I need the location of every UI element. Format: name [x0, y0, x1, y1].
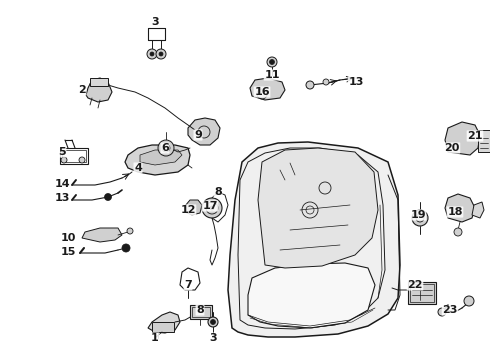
- Polygon shape: [140, 150, 182, 165]
- Circle shape: [306, 81, 314, 89]
- Circle shape: [211, 320, 216, 324]
- Polygon shape: [445, 194, 475, 222]
- Text: 16: 16: [254, 87, 270, 97]
- Text: 5: 5: [58, 147, 66, 157]
- FancyBboxPatch shape: [408, 282, 436, 304]
- Circle shape: [159, 52, 163, 56]
- Circle shape: [267, 57, 277, 67]
- Polygon shape: [250, 78, 285, 100]
- Text: 3: 3: [209, 333, 217, 343]
- Circle shape: [270, 59, 274, 64]
- Circle shape: [454, 228, 462, 236]
- Text: 20: 20: [444, 143, 460, 153]
- Text: 15: 15: [60, 247, 75, 257]
- Text: 4: 4: [134, 163, 142, 173]
- Text: 7: 7: [184, 280, 192, 290]
- Text: 14: 14: [54, 179, 70, 189]
- Circle shape: [210, 206, 214, 210]
- Text: 6: 6: [161, 143, 169, 153]
- Text: 8: 8: [214, 187, 222, 197]
- Circle shape: [464, 296, 474, 306]
- Polygon shape: [445, 122, 480, 155]
- FancyBboxPatch shape: [478, 130, 490, 152]
- Text: 18: 18: [447, 207, 463, 217]
- Text: 2: 2: [78, 85, 86, 95]
- Text: 10: 10: [60, 233, 75, 243]
- Text: 17: 17: [202, 201, 218, 211]
- Text: 19: 19: [410, 210, 426, 220]
- Polygon shape: [228, 142, 400, 337]
- Circle shape: [122, 244, 130, 252]
- FancyBboxPatch shape: [152, 322, 174, 332]
- Circle shape: [104, 194, 112, 201]
- Circle shape: [412, 210, 428, 226]
- Circle shape: [158, 140, 174, 156]
- Text: 13: 13: [54, 193, 70, 203]
- Text: 11: 11: [264, 70, 280, 80]
- FancyBboxPatch shape: [190, 305, 212, 319]
- Circle shape: [323, 79, 329, 85]
- Polygon shape: [148, 312, 180, 333]
- Text: 8: 8: [196, 305, 204, 315]
- Circle shape: [156, 49, 166, 59]
- Polygon shape: [125, 145, 190, 175]
- Text: 12: 12: [180, 205, 196, 215]
- Polygon shape: [472, 202, 484, 218]
- Circle shape: [79, 157, 85, 163]
- Text: 21: 21: [467, 131, 483, 141]
- Polygon shape: [86, 78, 112, 102]
- Circle shape: [150, 52, 154, 56]
- Polygon shape: [248, 263, 375, 328]
- Polygon shape: [185, 200, 202, 215]
- Circle shape: [202, 198, 222, 218]
- Circle shape: [61, 157, 67, 163]
- Circle shape: [127, 228, 133, 234]
- Text: 22: 22: [407, 280, 423, 290]
- Text: 1: 1: [151, 333, 159, 343]
- Circle shape: [208, 317, 218, 327]
- Polygon shape: [258, 148, 378, 268]
- Text: 9: 9: [194, 130, 202, 140]
- Text: 3: 3: [151, 17, 159, 27]
- Text: 23: 23: [442, 305, 458, 315]
- Polygon shape: [82, 228, 122, 242]
- FancyBboxPatch shape: [90, 78, 108, 86]
- Text: 13: 13: [348, 77, 364, 87]
- Circle shape: [438, 308, 446, 316]
- Polygon shape: [188, 118, 220, 145]
- Circle shape: [147, 49, 157, 59]
